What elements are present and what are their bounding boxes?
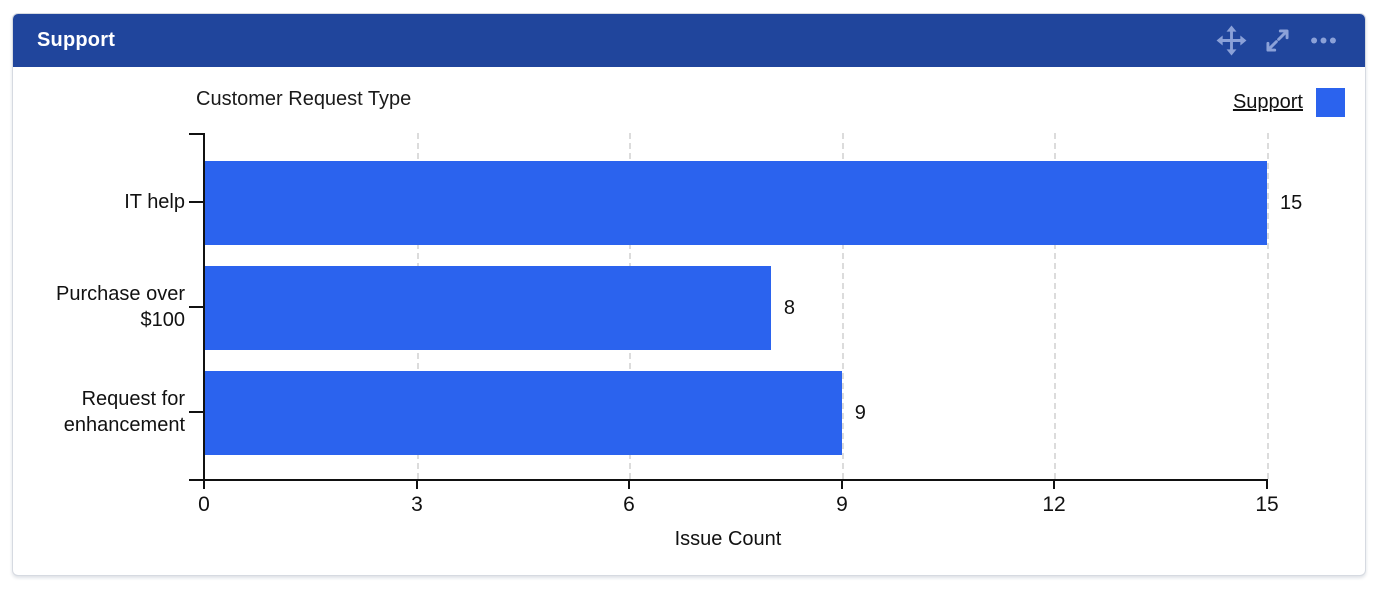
x-tick-label-9: 9	[836, 493, 848, 516]
expand-gadget-button[interactable]	[1264, 27, 1291, 54]
x-tick-label-12: 12	[1042, 493, 1066, 516]
gridline-15	[1267, 133, 1269, 479]
x-tick-mark-6	[628, 479, 630, 489]
expand-icon	[1266, 29, 1289, 52]
gadget-header: Support	[13, 14, 1365, 67]
x-axis-title: Issue Count	[674, 528, 782, 550]
x-tick-label-3: 3	[411, 493, 423, 516]
x-axis-line	[189, 479, 1267, 481]
x-tick-mark-12	[1053, 479, 1055, 489]
y-category-text: IT help	[124, 191, 185, 213]
bar-purchase-over-100[interactable]	[204, 266, 771, 350]
gadget-card: Support	[12, 13, 1366, 576]
gridline-9	[841, 133, 844, 479]
y-axis-line	[203, 133, 205, 489]
x-tick-mark-3	[416, 479, 418, 489]
bar-value-label-purchase-over-100: 8	[783, 296, 796, 319]
move-gadget-button[interactable]	[1216, 25, 1247, 56]
legend-item-support[interactable]: Support	[1232, 91, 1303, 113]
y-tick-mark-request-for-enhancement	[189, 411, 205, 413]
y-category-label-request-for-enhancement: Request for enhancement	[35, 386, 185, 438]
plot-area: 15 8 9	[204, 133, 1302, 479]
y-tick-mark-purchase-over-100	[189, 306, 205, 308]
legend-color-swatch	[1316, 88, 1345, 117]
x-tick-label-6: 6	[623, 493, 635, 516]
y-category-text: Request for enhancement	[63, 388, 185, 436]
chart-title: Customer Request Type	[196, 88, 412, 110]
y-category-label-it-help: IT help	[35, 176, 185, 228]
x-tick-label-15: 15	[1255, 493, 1279, 516]
bar-it-help[interactable]	[204, 161, 1267, 245]
bar-value-label-it-help: 15	[1280, 191, 1303, 214]
x-tick-mark-9	[841, 479, 843, 489]
y-category-label-purchase-over-100: Purchase over $100	[35, 281, 185, 333]
bar-value-label-request-for-enhancement: 9	[854, 401, 866, 424]
y-category-text: Purchase over $100	[56, 283, 185, 331]
more-options-button[interactable]	[1308, 25, 1339, 56]
y-axis-end-tick	[189, 133, 205, 135]
chart-legend: Support	[1233, 88, 1345, 117]
gridline-12	[1054, 133, 1057, 479]
y-tick-mark-it-help	[189, 201, 205, 203]
gadget-header-actions	[1216, 25, 1339, 56]
x-tick-mark-15	[1266, 479, 1268, 489]
x-tick-label-0: 0	[198, 493, 210, 516]
bar-request-for-enhancement[interactable]	[204, 371, 842, 455]
gadget-title: Support	[37, 29, 116, 51]
more-options-icon	[1311, 37, 1336, 44]
move-icon	[1216, 25, 1247, 56]
